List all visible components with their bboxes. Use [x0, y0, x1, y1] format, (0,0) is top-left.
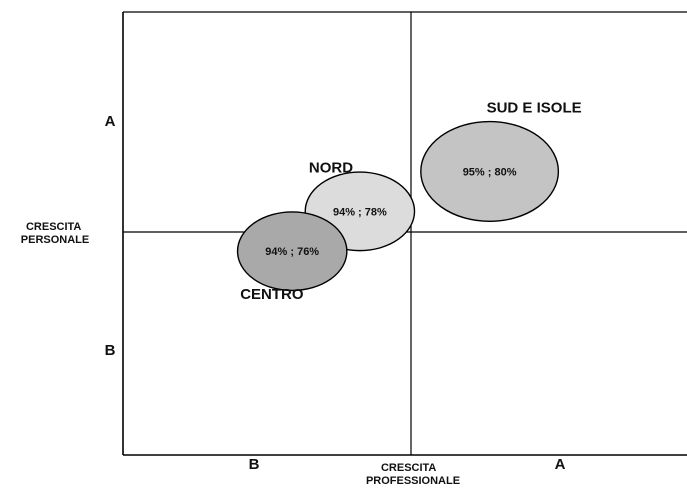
x-tick-label-a: A — [555, 456, 566, 473]
y-tick-label-b: B — [105, 342, 116, 359]
bubble-value-label: 95% ; 80% — [463, 166, 517, 178]
bubble-value-label: 94% ; 76% — [265, 246, 319, 258]
y-tick-label-a: A — [105, 113, 116, 130]
bubble-layer: 95% ; 80% SUD E ISOLE 94% ; 78% NORD 94% ; 7… — [236, 99, 582, 303]
x-tick-label-b: B — [249, 456, 260, 473]
bubble-centro — [236, 211, 348, 292]
bubble-name-label: CENTRO — [240, 286, 304, 303]
bubble-name-label: NORD — [309, 159, 353, 176]
y-axis-title: CRESCITA PERSONALE — [21, 221, 89, 246]
bubble-name-label: SUD E ISOLE — [487, 99, 582, 116]
bubble-value-label: 94% ; 78% — [333, 206, 387, 218]
x-axis-title: CRESCITA PROFESSIONALE — [366, 462, 460, 487]
bubble-sud-e-isole — [420, 120, 560, 223]
